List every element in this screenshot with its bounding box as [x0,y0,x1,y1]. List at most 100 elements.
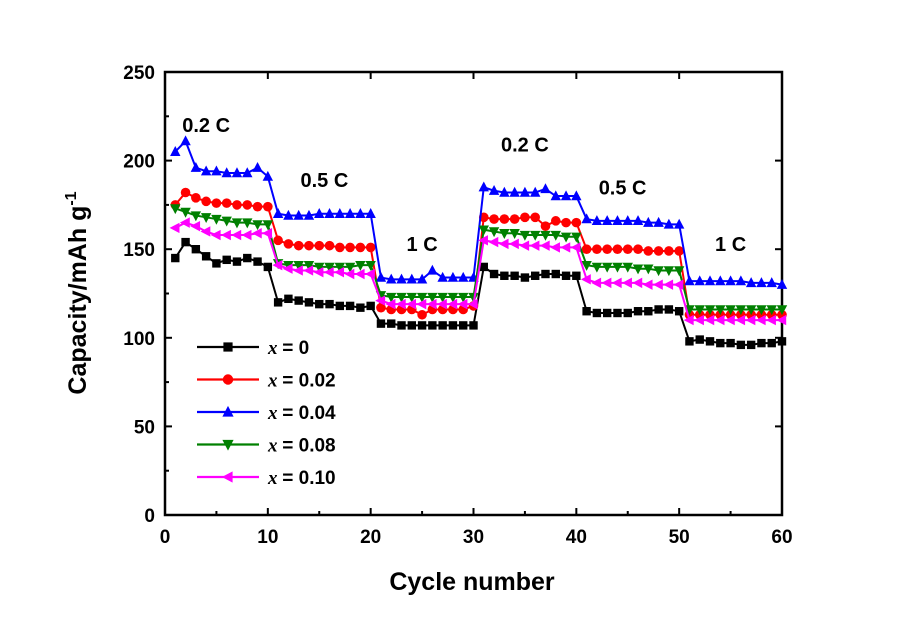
data-point [324,208,335,218]
data-point [170,146,181,156]
data-point [222,374,234,385]
data-point [550,230,561,241]
data-point [355,208,366,218]
data-point [396,273,407,284]
data-point [529,240,540,251]
legend-label: x = 0.10 [267,468,336,489]
x-axis-ticks: 0 10 20 30 40 50 60 [160,72,793,548]
data-point [478,181,489,192]
legend: x = 0x = 0.02x = 0.04x = 0.08x = 0.10 [197,338,336,489]
data-point [293,209,304,220]
data-point [201,196,211,207]
data-point [447,271,459,282]
data-point [519,240,530,251]
data-point [601,215,613,226]
data-point [314,262,325,273]
data-point [211,214,222,225]
data-point [695,335,704,344]
data-point [294,296,303,305]
data-point [407,321,416,330]
data-point [735,314,746,326]
data-point [365,260,376,271]
data-point [324,240,335,251]
data-point [684,275,695,286]
data-point [386,273,397,284]
data-point [777,337,787,346]
y-tick-label: 0 [144,506,155,527]
data-point [171,253,180,263]
data-point [539,240,550,251]
data-point [570,242,581,253]
data-point [191,193,201,203]
data-point [685,337,694,346]
data-point [663,218,675,229]
data-point [725,305,736,316]
data-point [510,271,519,280]
data-point [550,216,561,226]
y-tick-label: 150 [123,240,155,261]
data-point [654,305,663,314]
data-point [376,302,386,313]
data-point [776,314,787,326]
data-point [356,303,365,312]
data-point [602,308,612,318]
data-point [612,244,623,254]
data-point [611,277,622,289]
rate-annotation: 1 C [407,234,438,256]
y-tick-label: 50 [134,417,155,438]
data-point [540,230,551,241]
data-point [592,308,602,318]
data-point [221,198,232,208]
data-point [704,314,715,326]
data-point [746,340,756,350]
data-point [303,260,315,271]
data-point [726,338,735,348]
data-point [324,262,335,273]
data-point [221,167,232,178]
data-point [673,266,685,277]
data-point [211,198,222,208]
data-point [745,314,756,326]
data-point [468,292,479,303]
legend-label: x = 0.08 [267,436,336,457]
data-point [231,218,243,229]
data-point [457,298,468,310]
data-point [170,204,181,215]
data-point [530,186,541,197]
data-point [694,275,705,286]
data-point [272,208,284,218]
data-point [427,292,438,303]
data-point [243,253,252,263]
legend-label: x = 0 [267,338,309,359]
data-point [519,230,531,241]
data-point [458,271,469,282]
data-point [242,200,253,210]
data-point [334,208,346,218]
data-point [571,217,582,228]
data-point [325,299,334,309]
data-point [344,208,356,218]
data-point [581,213,592,224]
data-point [314,208,325,218]
data-point [592,244,602,254]
x-tick-label: 20 [360,527,381,548]
data-point [724,314,735,326]
legend-label-value: = 0.04 [282,403,336,424]
data-point [498,238,509,250]
series-layer [169,135,788,350]
data-point [314,240,325,251]
y-tick-label: 100 [123,329,155,350]
data-point [663,279,674,290]
data-point [499,229,510,239]
series-4 [169,217,787,326]
data-point [304,240,314,251]
data-point [428,321,437,330]
data-point [623,308,632,318]
data-point [397,321,406,330]
data-point [190,161,202,172]
data-point [406,298,416,310]
data-point [212,259,221,268]
data-point [571,190,582,201]
data-point [232,200,242,210]
data-point [385,298,396,310]
